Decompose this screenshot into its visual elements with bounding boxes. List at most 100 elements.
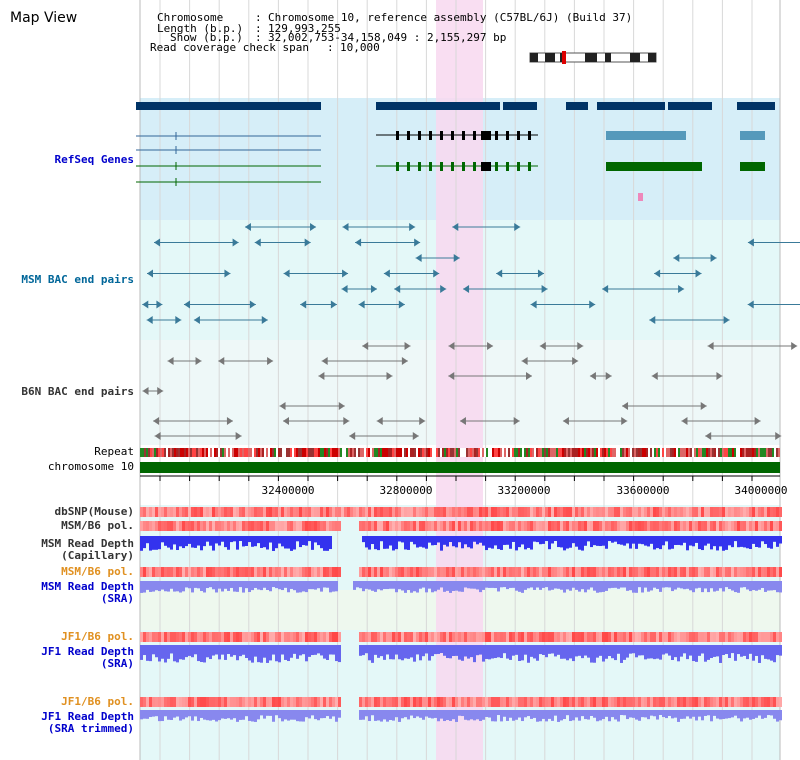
track-label-dbsnp[interactable]: dbSNP(Mouse) xyxy=(54,505,134,518)
gene-bar xyxy=(376,102,500,110)
repeat-segment xyxy=(620,448,622,457)
pol-segment xyxy=(365,567,368,577)
pol-segment xyxy=(476,632,479,642)
pol-segment xyxy=(506,521,509,531)
repeat-segment xyxy=(714,448,716,457)
bac-end-marker xyxy=(153,417,160,425)
repeat-segment xyxy=(702,448,704,457)
depth-bar xyxy=(257,581,260,590)
pol-segment xyxy=(710,507,713,517)
pol-segment xyxy=(515,521,518,531)
depth-bar xyxy=(329,645,332,655)
pol-segment xyxy=(653,697,656,707)
pol-segment xyxy=(254,567,257,577)
pol-segment xyxy=(710,567,713,577)
pol-segment xyxy=(392,507,395,517)
bac-end-marker xyxy=(362,342,369,350)
pol-segment xyxy=(593,697,596,707)
pol-segment xyxy=(731,521,734,531)
pol-segment xyxy=(488,697,491,707)
track-label-repeat[interactable]: Repeat xyxy=(94,445,134,458)
depth-bar xyxy=(482,710,485,720)
track-label-jf1-depth-trim[interactable]: JF1 Read Depth xyxy=(41,710,134,723)
repeat-segment xyxy=(170,448,172,457)
pol-segment xyxy=(434,632,437,642)
pol-segment xyxy=(437,567,440,577)
pol-segment xyxy=(407,507,410,517)
pol-segment xyxy=(542,507,545,517)
pol-segment xyxy=(488,567,491,577)
pol-segment xyxy=(668,521,671,531)
depth-bar xyxy=(260,536,263,548)
track-label-jf1-pol[interactable]: JF1/B6 pol. xyxy=(61,630,134,643)
track-label-msm-depth-cap[interactable]: MSM Read Depth xyxy=(41,537,134,550)
pol-segment xyxy=(458,567,461,577)
track-label-msm-pol-2[interactable]: MSM/B6 pol. xyxy=(61,565,134,578)
depth-bar xyxy=(518,645,521,662)
track-label-msm-depth-sra[interactable]: MSM Read Depth xyxy=(41,580,134,593)
pol-segment xyxy=(239,632,242,642)
repeat-segment xyxy=(770,448,772,457)
repeat-segment xyxy=(630,448,632,457)
pol-segment xyxy=(311,697,314,707)
pol-segment xyxy=(383,697,386,707)
depth-bar xyxy=(194,645,197,655)
depth-bar xyxy=(728,645,731,659)
depth-bar xyxy=(650,645,653,659)
repeat-segment xyxy=(516,448,518,457)
track-label-jf1-pol-2[interactable]: JF1/B6 pol. xyxy=(61,695,134,708)
depth-bar xyxy=(140,710,143,720)
track-label-jf1-depth-sra[interactable]: JF1 Read Depth xyxy=(41,645,134,658)
pol-segment xyxy=(611,697,614,707)
repeat-segment xyxy=(694,448,696,457)
pol-segment xyxy=(755,507,758,517)
repeat-segment xyxy=(280,448,282,457)
depth-bar xyxy=(260,645,263,663)
bac-end-marker xyxy=(654,269,661,278)
pol-segment xyxy=(485,632,488,642)
repeat-segment xyxy=(698,448,700,457)
pol-segment xyxy=(155,632,158,642)
track-label-b6n-bac[interactable]: B6N BAC end pairs xyxy=(21,385,134,398)
bac-end-marker xyxy=(791,342,798,350)
depth-bar xyxy=(773,645,776,663)
track-label-msm-pol[interactable]: MSM/B6 pol. xyxy=(61,519,134,532)
repeat-segment xyxy=(168,448,170,457)
depth-bar xyxy=(257,710,260,720)
pol-segment xyxy=(554,697,557,707)
pol-segment xyxy=(221,567,224,577)
pol-segment xyxy=(479,507,482,517)
repeat-segment xyxy=(182,448,184,457)
pol-segment xyxy=(605,632,608,642)
repeat-segment xyxy=(202,448,204,457)
depth-bar xyxy=(476,645,479,656)
depth-bar xyxy=(251,645,254,663)
track-label-chromosome[interactable]: chromosome 10 xyxy=(47,460,134,473)
gene-block xyxy=(606,162,702,171)
pol-segment xyxy=(776,507,779,517)
pol-segment xyxy=(527,567,530,577)
track-label-refseq[interactable]: RefSeq Genes xyxy=(54,153,134,166)
pol-segment xyxy=(689,521,692,531)
depth-bar xyxy=(740,645,743,657)
pol-segment xyxy=(371,567,374,577)
repeat-segment xyxy=(390,448,392,457)
depth-bar xyxy=(239,710,242,720)
depth-bar xyxy=(662,581,665,588)
depth-bar xyxy=(206,645,209,658)
pol-segment xyxy=(632,567,635,577)
depth-bar xyxy=(704,536,707,546)
depth-bar xyxy=(656,536,659,549)
repeat-segment xyxy=(684,448,686,457)
depth-bar xyxy=(479,710,482,722)
depth-bar xyxy=(269,645,272,661)
repeat-segment xyxy=(550,448,552,457)
repeat-segment xyxy=(154,448,156,457)
track-label-msm-bac[interactable]: MSM BAC end pairs xyxy=(21,273,134,286)
pol-segment xyxy=(671,697,674,707)
repeat-segment xyxy=(268,448,270,457)
pol-segment xyxy=(239,507,242,517)
repeat-segment xyxy=(668,448,670,457)
repeat-segment xyxy=(438,448,440,457)
